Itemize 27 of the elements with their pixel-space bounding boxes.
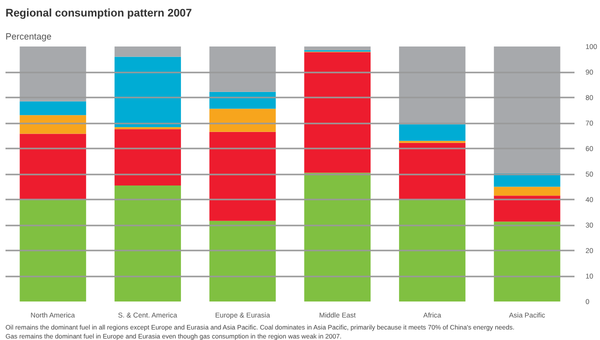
bar <box>20 101 86 116</box>
bar <box>494 222 560 302</box>
bar <box>399 200 466 302</box>
bar <box>209 108 276 132</box>
bar <box>114 56 181 128</box>
chart-title: Regional consumption pattern 2007 <box>6 8 192 20</box>
bar <box>304 52 371 173</box>
bar <box>20 200 86 302</box>
chart-subtitle: Percentage <box>6 32 52 42</box>
bar <box>209 220 276 302</box>
bar <box>399 124 466 141</box>
bar <box>114 185 181 302</box>
bar <box>114 129 181 186</box>
bar <box>20 115 86 134</box>
bar <box>20 46 86 102</box>
bar <box>494 173 560 187</box>
bar <box>20 134 86 200</box>
bar <box>399 46 466 124</box>
bar <box>114 46 181 57</box>
bar <box>494 196 560 222</box>
bar <box>399 142 466 200</box>
bar <box>494 46 560 174</box>
bar <box>494 186 560 196</box>
bar <box>209 46 276 92</box>
bar <box>304 46 371 50</box>
bar <box>304 172 371 302</box>
bar <box>209 132 276 221</box>
